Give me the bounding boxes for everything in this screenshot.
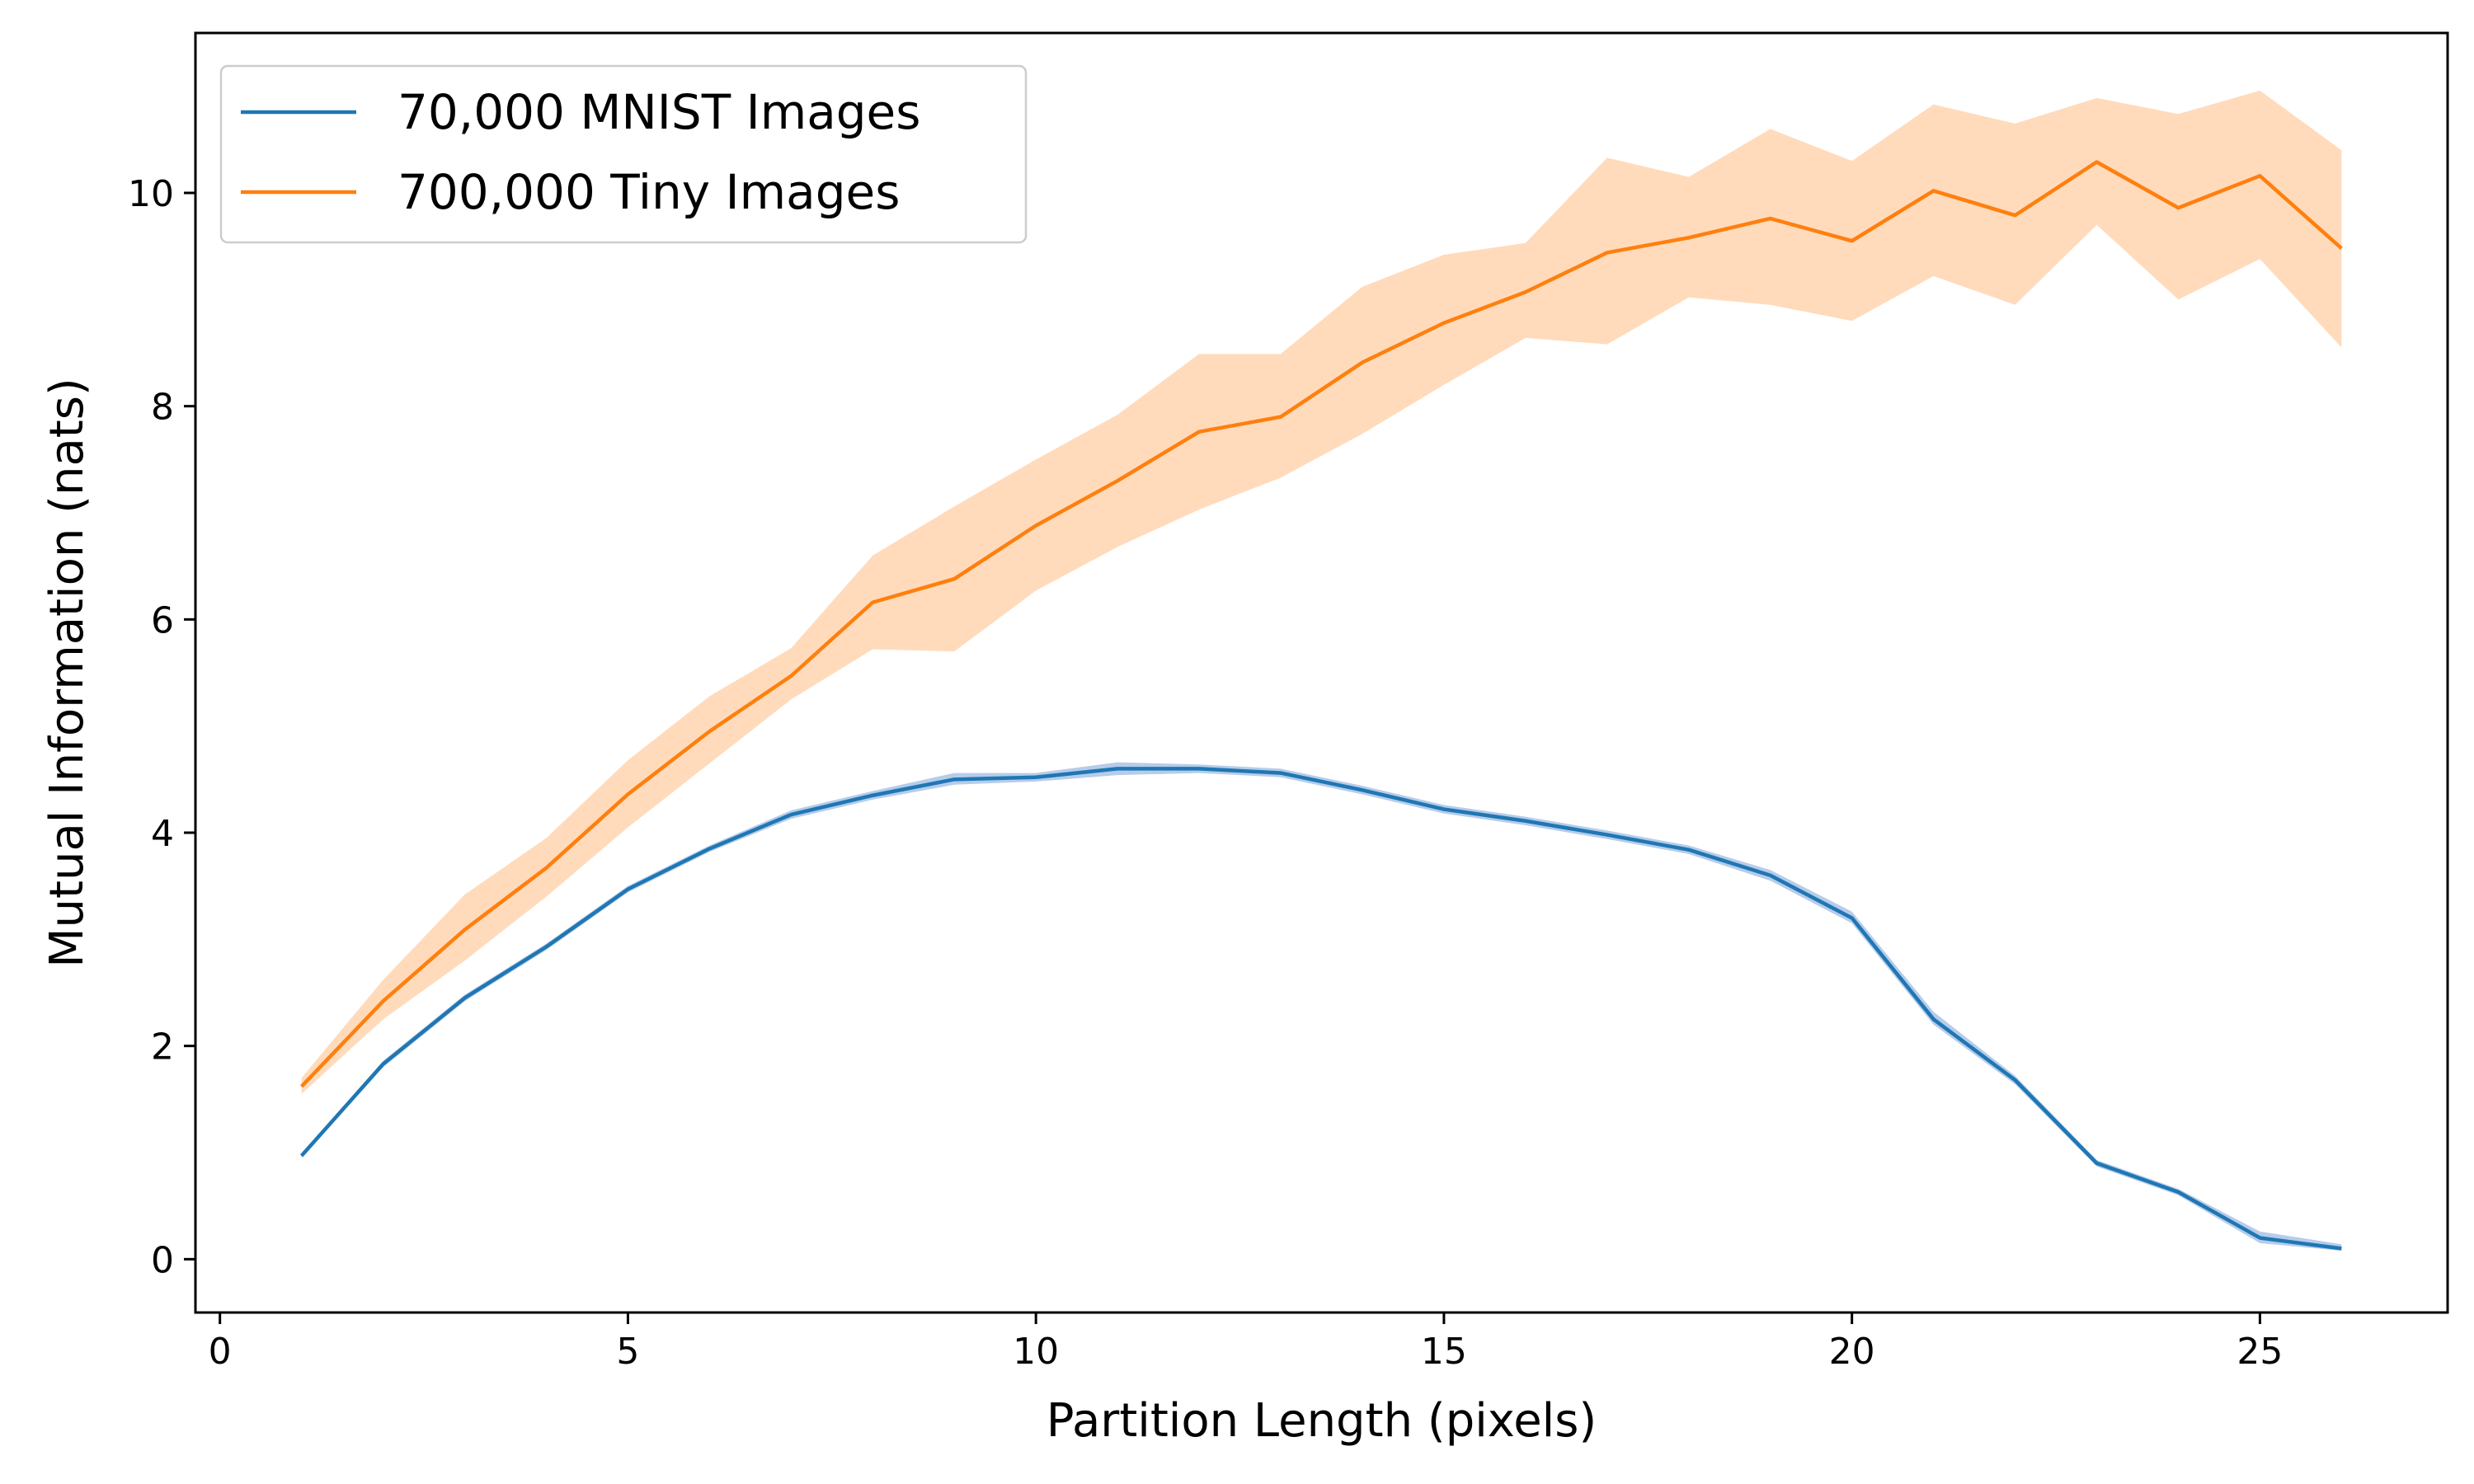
- legend: 70,000 MNIST Images 700,000 Tiny Images: [219, 64, 1028, 244]
- legend-label-series-2: 700,000 Tiny Images: [397, 164, 900, 220]
- y-axis: 0 2 4 6 8 10: [128, 173, 195, 1281]
- x-tick-label: 25: [2236, 1331, 2283, 1373]
- y-tick-label: 10: [128, 173, 174, 215]
- x-tick-label: 15: [1421, 1331, 1467, 1373]
- y-tick-label: 8: [151, 387, 174, 429]
- y-axis-label: Mutual Information (nats): [40, 378, 94, 968]
- x-tick-label: 0: [209, 1331, 232, 1373]
- line-series-2: [300, 160, 2343, 1088]
- plot-frame: [194, 31, 2449, 1314]
- series-lines: [299, 160, 2343, 1251]
- y-tick-label: 6: [151, 599, 174, 641]
- line-series-1: [299, 767, 2342, 1251]
- x-tick-label: 5: [616, 1331, 639, 1373]
- x-tick-label: 10: [1013, 1331, 1059, 1373]
- legend-box: [219, 64, 1028, 244]
- x-axis-label: Partition Length (pixels): [1047, 1394, 1597, 1448]
- confidence-bands: [301, 90, 2342, 1251]
- y-tick-label: 2: [151, 1026, 174, 1068]
- y-tick-label: 0: [151, 1239, 174, 1281]
- legend-label-series-1: 70,000 MNIST Images: [397, 84, 920, 140]
- y-tick-label: 4: [151, 813, 174, 855]
- x-tick-label: 20: [1829, 1331, 1875, 1373]
- x-axis: 0 5 10 15 20 25: [209, 1313, 2283, 1373]
- band-series-2: [301, 90, 2342, 1094]
